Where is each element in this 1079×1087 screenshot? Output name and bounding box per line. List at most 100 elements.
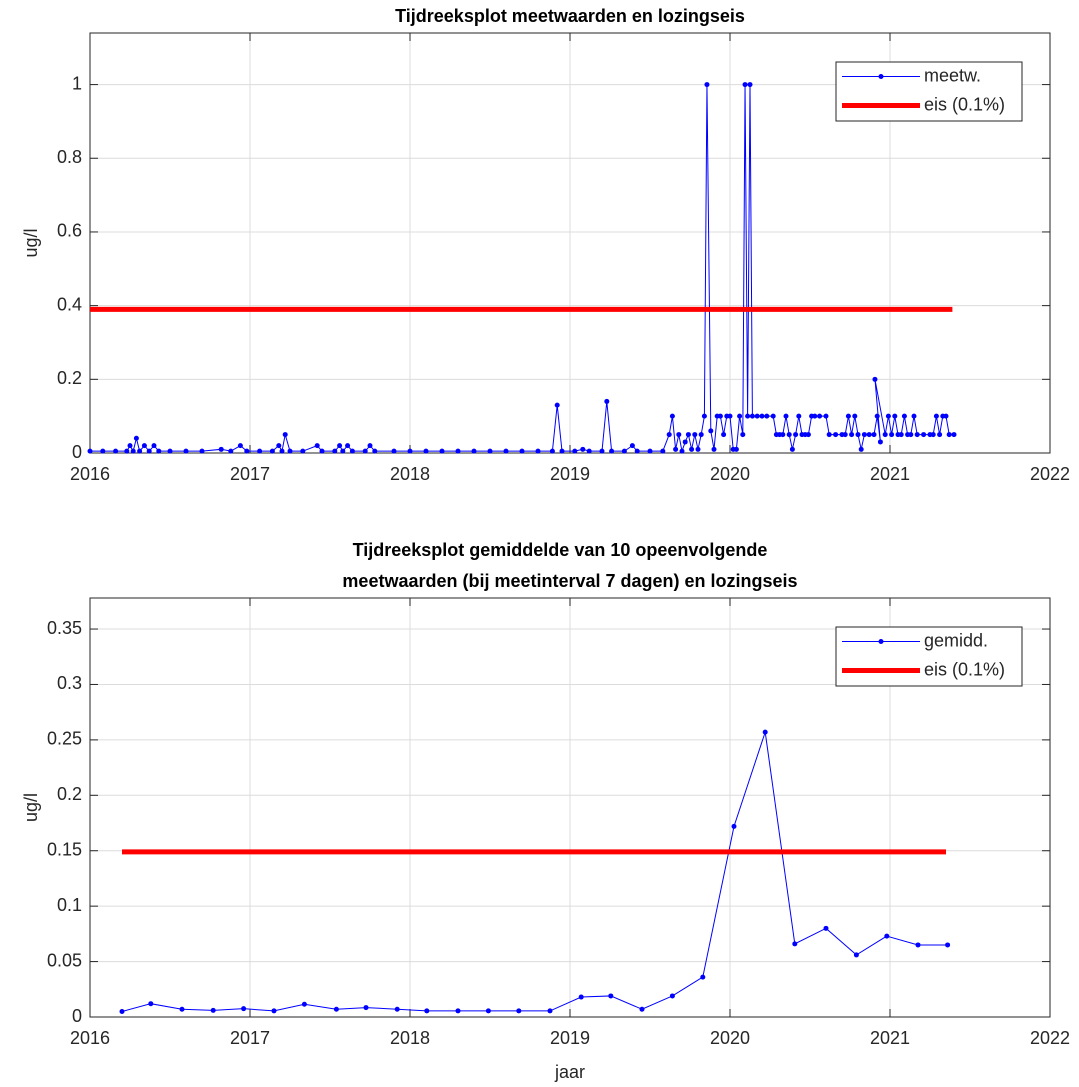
- data-point: [362, 448, 368, 454]
- data-point: [423, 448, 429, 454]
- data-point: [930, 432, 936, 438]
- data-point: [823, 413, 829, 419]
- data-point: [845, 413, 851, 419]
- data-point: [833, 432, 839, 438]
- data-point: [146, 448, 152, 454]
- data-point: [578, 994, 584, 1000]
- x-tick-label: 2020: [710, 1028, 750, 1048]
- data-point: [933, 413, 939, 419]
- data-point: [946, 432, 952, 438]
- data-point: [733, 446, 739, 452]
- data-point: [717, 413, 723, 419]
- data-point: [471, 448, 477, 454]
- data-point: [866, 432, 872, 438]
- data-point: [679, 448, 685, 454]
- data-point: [914, 432, 920, 438]
- data-point: [629, 443, 635, 449]
- y-tick-label: 0.2: [57, 368, 82, 388]
- data-point: [877, 439, 883, 445]
- data-point: [786, 432, 792, 438]
- data-point: [337, 443, 343, 449]
- data-point: [937, 432, 943, 438]
- data-point: [367, 443, 373, 449]
- data-point: [901, 413, 907, 419]
- data-point: [554, 402, 560, 408]
- x-tick-label: 2018: [390, 464, 430, 484]
- data-point: [762, 729, 768, 735]
- data-point: [945, 942, 951, 948]
- x-axis-label: jaar: [554, 1062, 585, 1082]
- data-point: [549, 448, 555, 454]
- data-point: [547, 1008, 553, 1014]
- data-point: [124, 448, 130, 454]
- data-point: [455, 448, 461, 454]
- data-point: [244, 448, 250, 454]
- data-point: [898, 432, 904, 438]
- data-point: [608, 993, 614, 999]
- data-point: [695, 446, 701, 452]
- data-point: [951, 432, 957, 438]
- data-point: [943, 413, 949, 419]
- x-tick-label: 2022: [1030, 464, 1070, 484]
- legend-label: meetw.: [924, 65, 981, 85]
- data-point: [319, 448, 325, 454]
- data-point: [842, 432, 848, 438]
- data-point: [333, 1006, 339, 1012]
- data-point: [861, 432, 867, 438]
- data-point: [783, 413, 789, 419]
- legend-label: eis (0.1%): [924, 94, 1005, 114]
- data-point: [745, 413, 751, 419]
- data-point: [915, 942, 921, 948]
- data-point: [742, 82, 748, 88]
- x-tick-label: 2017: [230, 1028, 270, 1048]
- data-point: [805, 432, 811, 438]
- data-point: [747, 82, 753, 88]
- data-point: [349, 448, 355, 454]
- data-point: [301, 1001, 307, 1007]
- data-point: [892, 413, 898, 419]
- data-point: [669, 993, 675, 999]
- data-point: [257, 448, 263, 454]
- legend-box: [835, 626, 1023, 687]
- data-point: [621, 448, 627, 454]
- data-point: [689, 446, 695, 452]
- x-tick-label: 2017: [230, 464, 270, 484]
- y-tick-label: 0.05: [47, 950, 82, 970]
- data-point: [727, 413, 733, 419]
- data-point: [345, 443, 351, 449]
- data-point: [241, 1006, 247, 1012]
- data-point: [754, 413, 760, 419]
- data-point: [100, 448, 106, 454]
- data-point: [287, 448, 293, 454]
- data-point: [698, 432, 704, 438]
- data-point: [363, 1005, 369, 1011]
- series-line: [121, 731, 948, 1012]
- data-point: [737, 413, 743, 419]
- data-point: [639, 1006, 645, 1012]
- data-point: [179, 1006, 185, 1012]
- data-point: [796, 413, 802, 419]
- data-point: [872, 376, 878, 382]
- data-point: [455, 1008, 461, 1014]
- data-point: [792, 941, 798, 947]
- data-point: [858, 446, 864, 452]
- y-tick-label: 0.3: [57, 673, 82, 693]
- y-tick-label: 0: [72, 442, 82, 462]
- data-point: [218, 446, 224, 452]
- data-point: [148, 1001, 154, 1007]
- data-point: [704, 82, 710, 88]
- legend-label: gemidd.: [924, 630, 988, 650]
- legend-label: eis (0.1%): [924, 659, 1005, 679]
- y-tick-label: 0.35: [47, 618, 82, 638]
- y-tick-label: 0.8: [57, 147, 82, 167]
- x-tick-label: 2018: [390, 1028, 430, 1048]
- data-point: [210, 1007, 216, 1013]
- data-point: [199, 448, 205, 454]
- y-tick-label: 0.6: [57, 221, 82, 241]
- data-point: [780, 432, 786, 438]
- data-point: [535, 448, 541, 454]
- data-point: [885, 413, 891, 419]
- data-point: [391, 448, 397, 454]
- data-point: [634, 448, 640, 454]
- data-point: [826, 432, 832, 438]
